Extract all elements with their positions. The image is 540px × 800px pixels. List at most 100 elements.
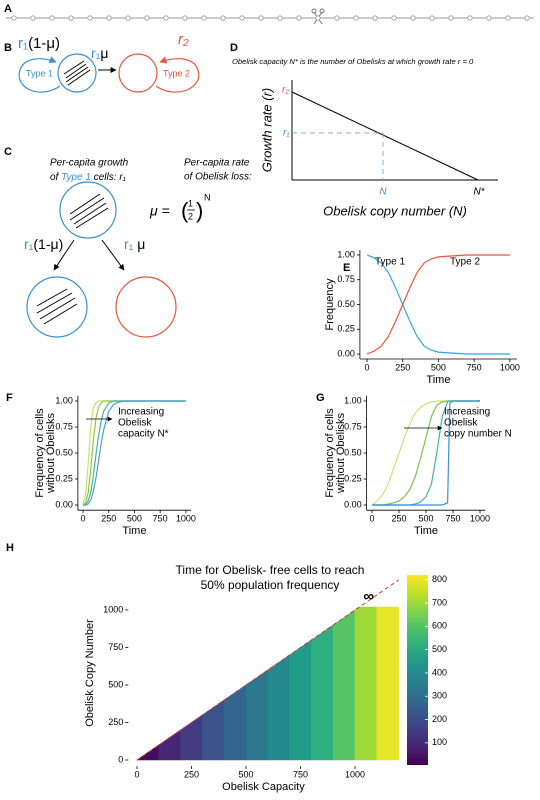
- bead: [277, 15, 283, 21]
- colorbar-tick-label: 700: [432, 597, 447, 607]
- y-tick-label: 0.25: [55, 473, 73, 483]
- text: Per-capita rate: [184, 158, 250, 169]
- panel-label: A: [4, 3, 12, 15]
- x-tick-label: 1000: [500, 362, 520, 372]
- x-tick-label: 1000: [176, 514, 196, 524]
- rate: r₁: [24, 236, 34, 252]
- y-tick-label: 0.50: [344, 447, 362, 457]
- panel-label: F: [6, 392, 13, 404]
- colorbar-tick-label: 500: [432, 644, 447, 654]
- y-tick-label: 1.00: [344, 395, 362, 405]
- colorbar-tick-label: 800: [432, 574, 447, 584]
- panel-labels: A B C D E F G H: [4, 3, 350, 554]
- factor: (1-μ): [33, 236, 63, 252]
- y-tick-label: 0.75: [337, 274, 355, 284]
- type2-cell: [118, 53, 158, 93]
- rate: r₁: [124, 236, 134, 252]
- colorbar: [407, 575, 428, 765]
- y-tick-label: 0.25: [344, 473, 362, 483]
- bead: [144, 15, 150, 21]
- arrow: [53, 239, 75, 271]
- panel-label: H: [6, 542, 14, 554]
- panel-d: Obelisk capacity N* is the number of Obe…: [232, 57, 498, 218]
- y-tick-label: 0.50: [55, 447, 73, 457]
- panel-c: Per-capita growth of Type 1 cells: r₁ Pe…: [24, 158, 252, 338]
- x-axis-label: Obelisk Capacity: [222, 781, 305, 793]
- x-tick-label: 0: [369, 514, 374, 524]
- y-axis-label: Frequency of cells: [324, 408, 336, 498]
- text: of Obelisk loss:: [184, 172, 252, 183]
- type2-cell: [115, 276, 177, 338]
- y-tick-label: 0.00: [344, 499, 362, 509]
- x-tick-label: 500: [238, 769, 253, 779]
- y-axis-label: without Obelisks: [335, 412, 347, 494]
- bead: [106, 15, 112, 21]
- y-axis-label: Growth rate (r): [259, 88, 274, 173]
- y-axis-label: without Obelisks: [45, 412, 57, 494]
- formula: N: [204, 192, 211, 202]
- text: of: [50, 172, 60, 183]
- text: r₁: [119, 172, 125, 183]
- formula: 1: [188, 198, 193, 208]
- type1-cell: [26, 276, 88, 338]
- bead: [49, 15, 55, 21]
- x-axis-label: Obelisk copy number (N): [323, 203, 467, 218]
- heat-cell: [158, 729, 181, 761]
- formula: μ =: [149, 203, 170, 219]
- diagonal: [136, 579, 399, 761]
- annotation: Obelisk: [444, 418, 478, 429]
- type1-cell: [59, 181, 117, 239]
- heat-cell: [311, 624, 334, 761]
- factor: (1-μ): [28, 35, 60, 52]
- bead: [239, 15, 245, 21]
- x-axis-label: Time: [122, 525, 146, 537]
- y-tick-label: 250: [108, 717, 123, 727]
- annotation: Increasing: [444, 407, 490, 418]
- x-tick-label: 0: [81, 514, 86, 524]
- formula: 2: [188, 211, 193, 221]
- loop-arrow: [155, 56, 200, 93]
- annotation: capacity N*: [118, 429, 169, 440]
- x-tick-label: 750: [153, 514, 168, 524]
- colorbar-tick-label: 200: [432, 714, 447, 724]
- rate: r₁: [18, 35, 28, 52]
- series-label: Type 1: [375, 257, 405, 268]
- bead: [391, 15, 397, 21]
- line: [372, 400, 480, 506]
- bead: [30, 15, 36, 21]
- factor: μ: [100, 45, 108, 61]
- y-axis-label: Frequency of cells: [34, 408, 46, 498]
- line: [83, 400, 186, 506]
- title: Obelisk capacity N* is the number of Obe…: [232, 57, 474, 66]
- type-label: Type 2: [163, 68, 190, 78]
- bead: [524, 15, 530, 21]
- x-tick-label: 250: [184, 769, 199, 779]
- panel-label: B: [4, 42, 12, 54]
- y-tick-label: 0.50: [337, 299, 355, 309]
- y-tick-label: 0.00: [337, 348, 355, 358]
- rate-label: r₁(1-μ): [18, 35, 60, 52]
- text: of Type 1 cells: r₁: [50, 172, 126, 183]
- heat-cell: [245, 669, 269, 761]
- panel-b: r₁(1-μ) r₁μ r₂ Type 1 Type 2: [18, 31, 200, 93]
- colorbar-tick-label: 400: [432, 667, 447, 677]
- bead: [334, 15, 340, 21]
- bead: [125, 15, 131, 21]
- y-tick-label: r₂: [282, 85, 289, 96]
- bead: [410, 15, 416, 21]
- formula: ): [196, 198, 203, 223]
- bead: [372, 15, 378, 21]
- annotation: Increasing: [118, 407, 164, 418]
- y-tick-label: 500: [108, 679, 123, 689]
- bead: [220, 15, 226, 21]
- bead: [182, 15, 188, 21]
- heat-cell: [354, 606, 378, 761]
- x-tick-label: 0: [365, 362, 370, 372]
- genome-strip: [6, 8, 534, 25]
- x-tick-label: 500: [431, 362, 446, 372]
- loop-arrow: [18, 56, 61, 93]
- rate-label: r₂: [178, 31, 189, 48]
- heat-cell: [376, 606, 399, 761]
- bead: [429, 15, 435, 21]
- x-tick-label: 250: [395, 362, 410, 372]
